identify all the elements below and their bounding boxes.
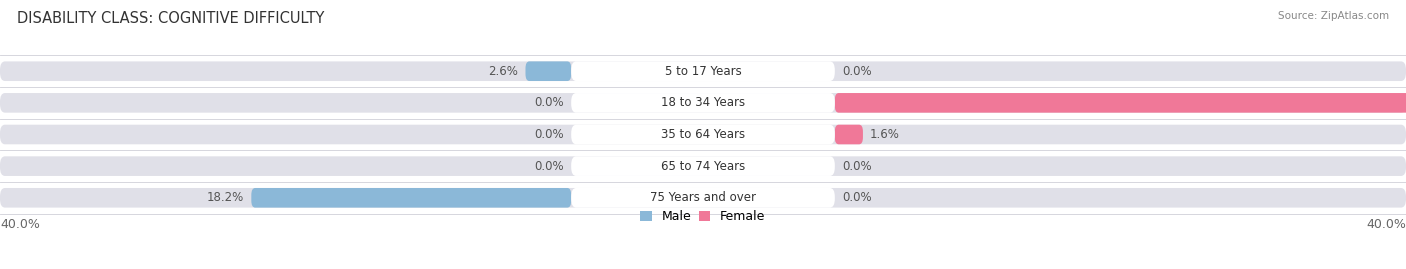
FancyBboxPatch shape [835,125,863,144]
Text: 0.0%: 0.0% [842,65,872,78]
Text: 75 Years and over: 75 Years and over [650,191,756,204]
Text: 5 to 17 Years: 5 to 17 Years [665,65,741,78]
FancyBboxPatch shape [571,125,835,144]
Text: 0.0%: 0.0% [534,160,564,173]
Text: 18 to 34 Years: 18 to 34 Years [661,96,745,109]
FancyBboxPatch shape [571,61,835,81]
Text: 0.0%: 0.0% [842,160,872,173]
Text: DISABILITY CLASS: COGNITIVE DIFFICULTY: DISABILITY CLASS: COGNITIVE DIFFICULTY [17,11,325,26]
Text: 40.0%: 40.0% [1367,218,1406,231]
FancyBboxPatch shape [571,156,835,176]
FancyBboxPatch shape [0,156,1406,176]
Text: 0.0%: 0.0% [842,191,872,204]
Text: 0.0%: 0.0% [534,128,564,141]
FancyBboxPatch shape [526,61,571,81]
Text: 2.6%: 2.6% [489,65,519,78]
FancyBboxPatch shape [571,93,835,113]
FancyBboxPatch shape [0,125,1406,144]
Text: 1.6%: 1.6% [870,128,900,141]
FancyBboxPatch shape [0,61,1406,81]
Text: 65 to 74 Years: 65 to 74 Years [661,160,745,173]
Text: 35 to 64 Years: 35 to 64 Years [661,128,745,141]
Text: 0.0%: 0.0% [534,96,564,109]
Text: 40.0%: 40.0% [0,218,39,231]
FancyBboxPatch shape [252,188,571,208]
Text: Source: ZipAtlas.com: Source: ZipAtlas.com [1278,11,1389,21]
FancyBboxPatch shape [835,93,1406,113]
FancyBboxPatch shape [0,188,1406,208]
FancyBboxPatch shape [571,188,835,208]
Legend: Male, Female: Male, Female [641,210,765,223]
Text: 18.2%: 18.2% [207,191,245,204]
FancyBboxPatch shape [0,93,1406,113]
